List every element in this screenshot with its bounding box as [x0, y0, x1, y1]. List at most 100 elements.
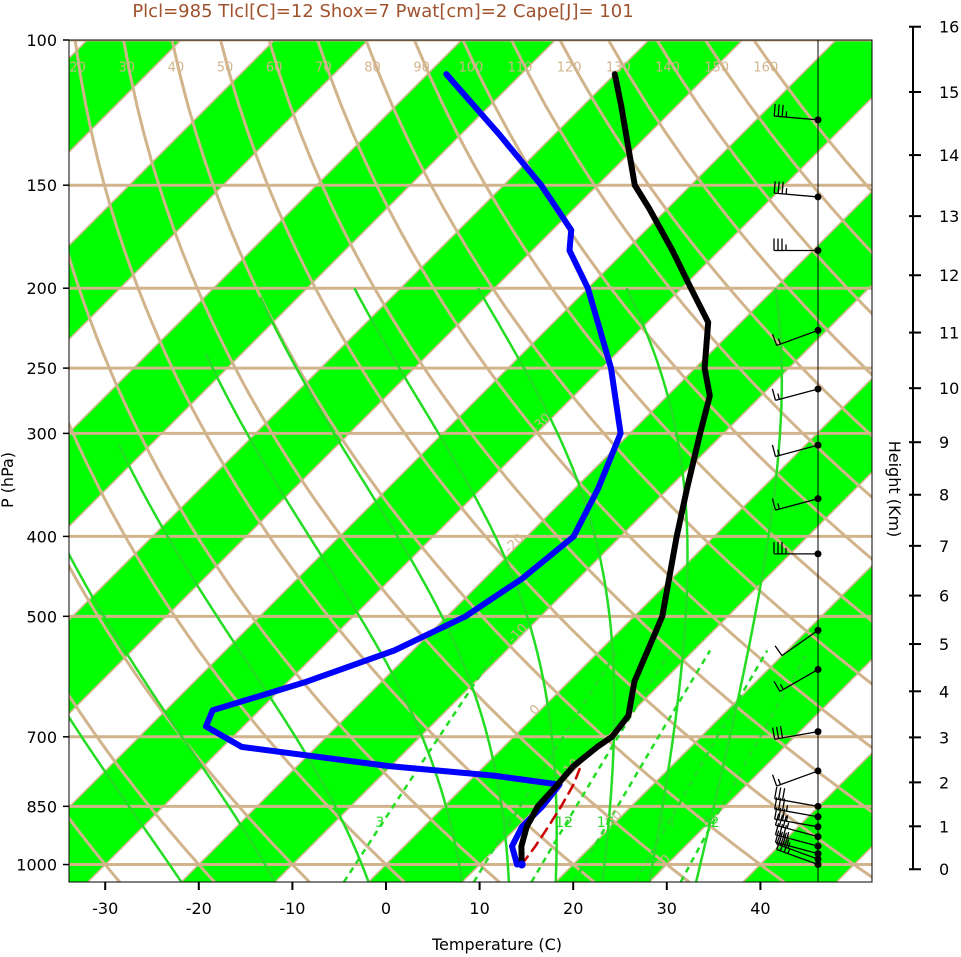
- wind-barb-tick: [773, 680, 781, 692]
- temperature-tick-label: 20: [563, 899, 583, 918]
- wind-barb-tick: [777, 778, 782, 785]
- wind-barb-tick: [774, 786, 778, 799]
- wind-barb-tick: [786, 839, 790, 846]
- height-tick-label: 1: [939, 817, 949, 836]
- wind-barb-tick: [773, 181, 776, 194]
- dry-adiabat-line: [69, 40, 311, 882]
- dry-adiabat-line: [316, 40, 872, 882]
- dry-adiabat-label: 50: [217, 60, 234, 75]
- isotherm-line: [648, 40, 872, 882]
- wind-barb-tick: [777, 787, 782, 800]
- temperature-tick-label: 0: [381, 899, 391, 918]
- temperature-line: [518, 71, 713, 868]
- moist-adiabat-line: [353, 287, 558, 882]
- isotherm-band: [930, 40, 961, 882]
- height-tick-label: 5: [939, 635, 949, 654]
- wind-barb-tick: [781, 104, 784, 117]
- grid-labels: -30-20-1001020303812162432-30-20-1001020…: [69, 60, 778, 874]
- height-tick-label: 4: [939, 682, 949, 701]
- isotherm-band: [69, 40, 743, 882]
- wind-barb-tick: [777, 181, 780, 194]
- wind-barb-tick: [774, 823, 780, 835]
- plot-area: -30-20-1001020303812162432-30-20-1001020…: [69, 40, 961, 882]
- dry-adiabat-label: 120: [557, 60, 582, 75]
- wind-barb-tick: [771, 388, 777, 401]
- mixing-ratio-label: 3: [375, 815, 384, 831]
- isotherm-line: [69, 40, 369, 882]
- moist-adiabat-line: [625, 287, 689, 882]
- wind-barbs: [771, 40, 822, 882]
- wind-barb-shaft: [775, 498, 819, 511]
- pressure-tick-label: 300: [26, 424, 57, 443]
- wind-barb-shaft: [774, 798, 819, 807]
- wind-barb-shaft: [779, 668, 819, 693]
- isotherm-line: [930, 40, 961, 882]
- wind-barb-shaft: [781, 629, 819, 657]
- wind-barb-shaft: [774, 808, 819, 818]
- dry-adiabat-label: 30: [118, 60, 135, 75]
- height-tick-label: 2: [939, 773, 949, 792]
- dry-adiabat-line: [69, 40, 501, 882]
- dry-adiabat-line: [267, 40, 872, 882]
- wind-barb-tick: [777, 104, 780, 117]
- dry-adiabat-label: 140: [655, 60, 680, 75]
- height-axis-label: Height (Km): [885, 441, 904, 538]
- mixing-ratio-label: 32: [702, 815, 720, 831]
- mixing-ratio-lines: [342, 649, 810, 882]
- wind-barb-tick: [775, 726, 780, 739]
- mixing-ratio-label: 24: [657, 815, 675, 831]
- height-tick-label: 3: [939, 728, 949, 747]
- dry-adiabat-line: [461, 40, 872, 882]
- mixing-ratio-label: 12: [555, 815, 573, 831]
- wind-barb-tick: [781, 181, 784, 194]
- isotherm-line: [69, 40, 837, 882]
- moist-adiabat-line: [117, 444, 370, 882]
- height-tick-label: 7: [939, 537, 949, 556]
- soundings: [202, 71, 713, 869]
- height-tick-label: 14: [939, 146, 959, 165]
- wind-barb-shaft: [775, 834, 819, 847]
- wind-barb-tick: [771, 498, 777, 511]
- height-tick-label: 6: [939, 587, 949, 606]
- wind-barb-tick: [777, 503, 780, 510]
- temperature-tick-label: -30: [92, 899, 118, 918]
- wind-barb-tick: [777, 449, 780, 456]
- wind-barb-tick: [785, 188, 788, 195]
- wind-barb-tick: [774, 645, 783, 656]
- isotherm-line: [69, 40, 556, 882]
- x-axis-label: Temperature (C): [431, 935, 562, 954]
- chart-title: Plcl=985 Tlcl[C]=12 Shox=7 Pwat[cm]=2 Ca…: [132, 1, 633, 22]
- pressure-tick-label: 1000: [16, 856, 57, 875]
- wind-barb-tick: [785, 805, 789, 812]
- wind-barb-tick: [777, 338, 782, 345]
- wind-barb-shaft: [774, 115, 819, 121]
- temperature-tick-label: 30: [657, 899, 677, 918]
- height-tick-label: 0: [939, 860, 949, 879]
- isotherm-band: [181, 40, 872, 882]
- temperature-tick-label: -10: [279, 899, 305, 918]
- mixing-ratio-line: [472, 649, 619, 882]
- wind-barb-tick: [779, 683, 784, 690]
- pressure-tick-label: 500: [26, 607, 57, 626]
- wind-barb-tick: [778, 831, 784, 844]
- wind-barb-shaft: [776, 848, 819, 866]
- dry-adiabat-label: 40: [168, 60, 185, 75]
- wind-barb-tick: [779, 725, 784, 739]
- pressure-tick-label: 200: [26, 279, 57, 298]
- wind-barb-shaft: [775, 824, 819, 838]
- isotherm-line: [69, 40, 744, 882]
- dry-adiabat-line: [170, 40, 785, 882]
- wind-barb-shaft: [776, 843, 819, 860]
- wind-barb-tick: [777, 393, 780, 400]
- mixing-ratio-line: [679, 649, 810, 882]
- isotherm-bands: [69, 40, 961, 882]
- wind-barb-tick: [782, 825, 787, 838]
- height-tick-label: 15: [939, 83, 959, 102]
- isotherm-line: [69, 40, 650, 882]
- wind-barb-tick: [786, 831, 790, 839]
- wind-barb-shaft: [774, 731, 819, 740]
- dry-adiabat-label: 150: [704, 60, 729, 75]
- temperature-axis: -30 -20 -10 0 10 20 30 40: [92, 882, 771, 918]
- pressure-tick-label: 100: [26, 31, 57, 50]
- dry-adiabat-label: 110: [508, 60, 533, 75]
